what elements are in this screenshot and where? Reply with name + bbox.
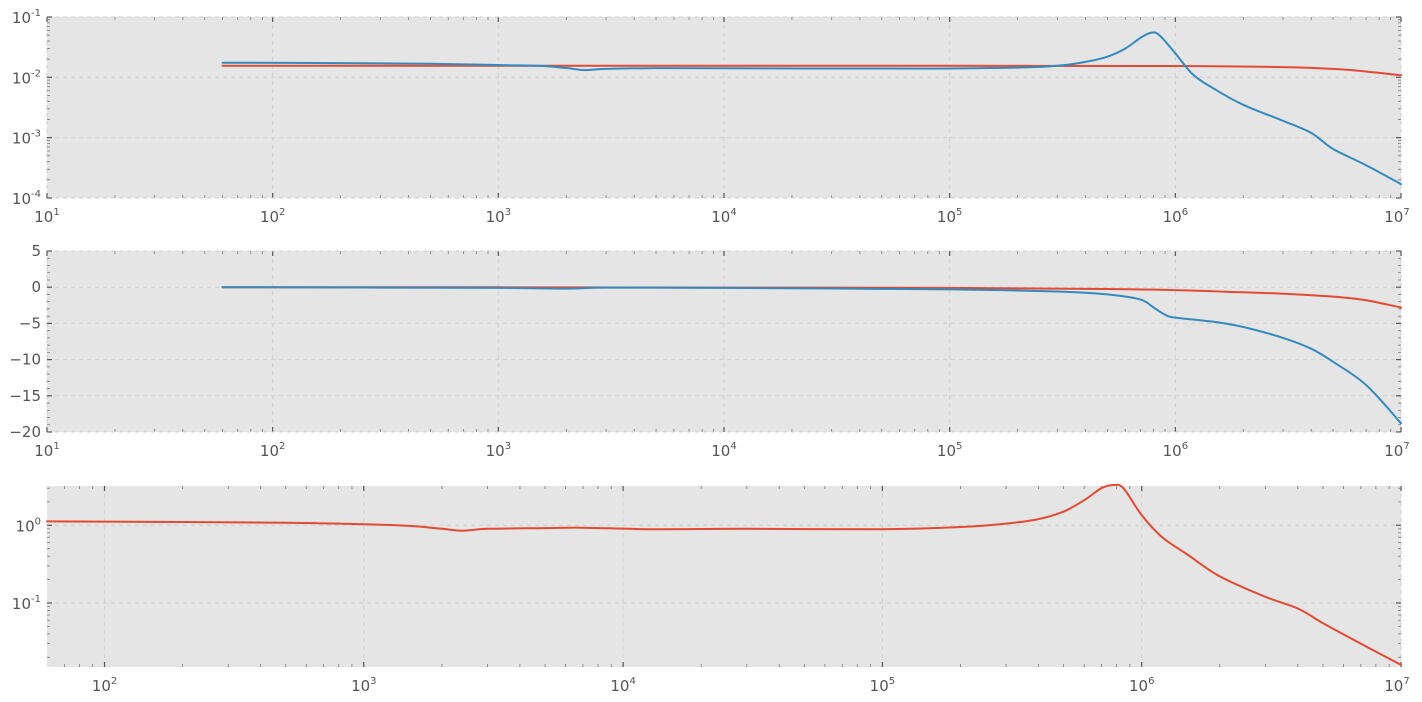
y-tick-label: 5 bbox=[31, 242, 41, 260]
x-tick-label: 105 bbox=[937, 207, 962, 226]
y-tick-label: −10 bbox=[9, 351, 41, 369]
x-tick-label: 107 bbox=[1384, 441, 1409, 460]
x-tick-label: 106 bbox=[1163, 441, 1188, 460]
x-tick-label: 103 bbox=[486, 207, 511, 226]
chart-panel-3: 102 103 104 105 106 107 10-1 100 bbox=[12, 483, 1410, 695]
x-tick-label: 107 bbox=[1384, 207, 1409, 226]
x-tick-label: 104 bbox=[711, 441, 736, 460]
x-tick-label: 102 bbox=[260, 441, 285, 460]
x-tick-label: 106 bbox=[1163, 207, 1188, 226]
y-tick-label: −20 bbox=[9, 423, 41, 441]
x-tick-label: 102 bbox=[260, 207, 285, 226]
y-tick-label: 10-3 bbox=[12, 129, 41, 148]
x-tick-label: 104 bbox=[610, 676, 635, 695]
x-tick-label: 102 bbox=[92, 676, 117, 695]
y-tick-label: 10-2 bbox=[12, 68, 41, 87]
y-tick-label: −15 bbox=[9, 387, 41, 405]
x-tick-label: 105 bbox=[870, 676, 895, 695]
y-tick-label: −5 bbox=[19, 314, 41, 332]
y-tick-label: 0 bbox=[31, 278, 41, 296]
y-tick-label: 10-1 bbox=[12, 8, 41, 27]
y-tick-label: 10-4 bbox=[12, 189, 41, 208]
x-tick-label: 105 bbox=[937, 441, 962, 460]
x-tick-label: 107 bbox=[1384, 676, 1409, 695]
x-tick-label: 104 bbox=[711, 207, 736, 226]
series-line-2 bbox=[221, 286, 1402, 425]
y-tick-label: 10-1 bbox=[12, 594, 41, 613]
chart-panel-2: 101 102 103 104 105 106 107 5 0 −5 −10 −15 −20 bbox=[9, 242, 1409, 460]
x-tick-label: 101 bbox=[34, 207, 59, 226]
plot-area bbox=[47, 486, 1401, 667]
x-tick-label: 101 bbox=[34, 441, 59, 460]
x-tick-label: 103 bbox=[486, 441, 511, 460]
chart-panel-1: 101 102 103 104 105 106 107 10-4 10-3 10-2 10-1 bbox=[12, 8, 1410, 226]
series-line-1 bbox=[46, 483, 1402, 666]
x-tick-label: 103 bbox=[351, 676, 376, 695]
y-tick-label: 100 bbox=[16, 516, 41, 535]
series-line-2 bbox=[221, 31, 1402, 186]
x-tick-label: 106 bbox=[1129, 676, 1154, 695]
